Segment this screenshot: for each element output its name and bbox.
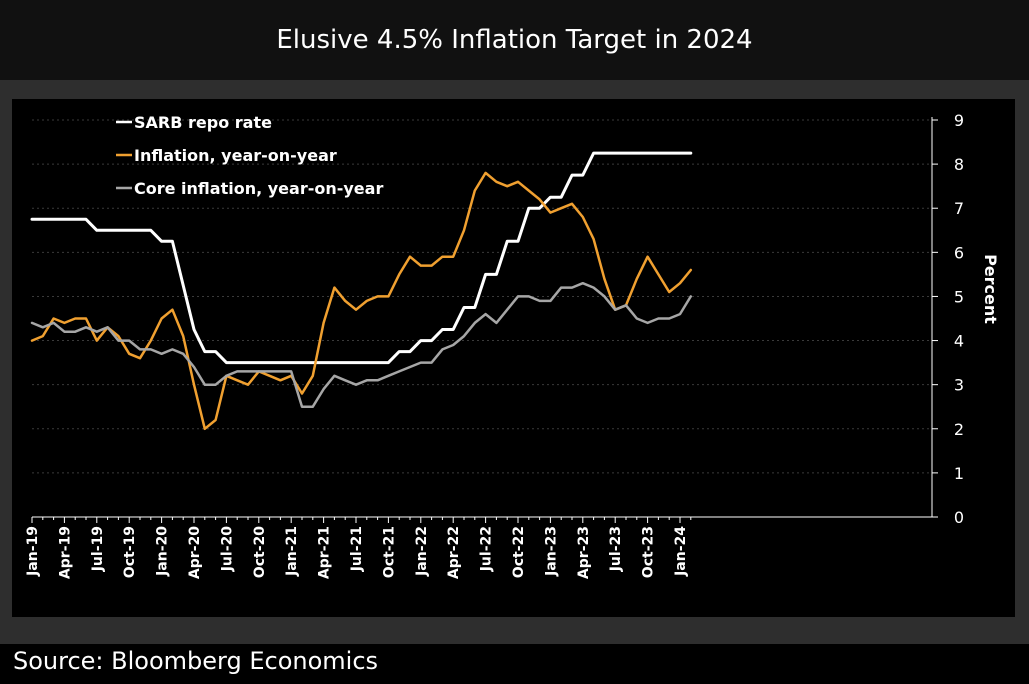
x-tick-label: Jan-23 [543, 526, 559, 577]
x-tick-label: Oct-23 [641, 526, 657, 578]
legend: SARB repo rate Inflation, year-on-year Cor… [116, 113, 383, 198]
x-tick-label: Jan-22 [414, 526, 430, 577]
x-tick-label: Jan-19 [25, 526, 41, 577]
x-tick-label: Jul-21 [349, 526, 365, 572]
x-tick-label: Apr-21 [317, 526, 333, 579]
x-tick-label: Apr-23 [576, 526, 592, 579]
legend-label: Core inflation, year-on-year [134, 179, 383, 198]
legend-label: Inflation, year-on-year [134, 146, 337, 165]
x-tick-label: Apr-22 [446, 526, 462, 579]
gridlines [32, 119, 932, 474]
y-tick-label: 0 [954, 508, 964, 527]
y-axis-label: Percent [981, 254, 1000, 324]
axes: 0 1 2 3 4 5 6 7 8 9 Percent Jan-19 Apr-19 Jul-19 Oct-1… [25, 111, 1000, 579]
y-tick-label: 8 [954, 155, 964, 174]
y-tick-label: 1 [954, 464, 964, 483]
series-lines [30, 151, 693, 431]
x-tick-label: Jul-22 [479, 526, 495, 572]
title-bar: Elusive 4.5% Inflation Target in 2024 [0, 0, 1029, 80]
x-tick-label: Oct-19 [122, 526, 138, 578]
source-text: Source: Bloomberg Economics [13, 647, 379, 675]
legend-label: SARB repo rate [134, 113, 272, 132]
y-tick-label: 4 [954, 332, 964, 351]
y-tick-label: 3 [954, 376, 964, 395]
y-tick-label: 5 [954, 287, 964, 306]
x-tick-label: Jan-20 [155, 526, 171, 577]
x-tick-label: Jul-19 [90, 526, 106, 572]
y-tick-label: 2 [954, 420, 964, 439]
series-line-repo-rate [30, 151, 693, 365]
y-tick-label: 6 [954, 243, 964, 262]
x-tick-label: Apr-19 [57, 526, 73, 579]
series-line-core-inflation [30, 281, 693, 408]
x-tick-label: Oct-22 [511, 526, 527, 578]
source-bar: Source: Bloomberg Economics [0, 644, 1029, 684]
x-tick-label: Jul-20 [219, 526, 235, 573]
series-line-inflation [30, 171, 693, 431]
x-tick-label: Jul-23 [608, 526, 624, 572]
x-tick-label: Oct-20 [252, 526, 268, 578]
x-tick-label: Oct-21 [381, 526, 397, 578]
line-chart: 0 1 2 3 4 5 6 7 8 9 Percent Jan-19 Apr-19 Jul-19 Oct-1… [25, 111, 1000, 579]
x-tick-label: Jan-24 [673, 526, 689, 577]
x-tick-label: Apr-20 [187, 526, 203, 579]
x-tick-label: Jan-21 [284, 526, 300, 577]
chart-area: 0 1 2 3 4 5 6 7 8 9 Percent Jan-19 Apr-19 Jul-19 Oct-1… [12, 99, 1015, 617]
chart-title: Elusive 4.5% Inflation Target in 2024 [276, 25, 753, 55]
y-tick-label: 9 [954, 111, 964, 130]
y-tick-label: 7 [954, 199, 964, 218]
